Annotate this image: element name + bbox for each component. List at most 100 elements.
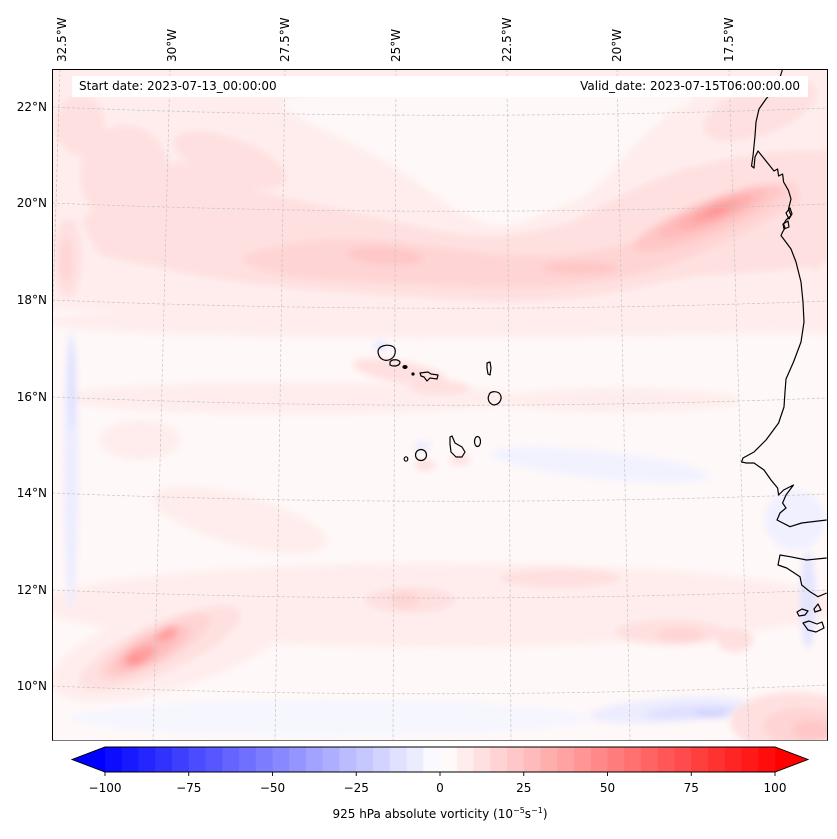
longitude-label: 27.5°W — [278, 17, 292, 62]
island-islet — [411, 372, 415, 376]
africa-coastline — [741, 69, 827, 528]
colorbar-bin — [423, 747, 441, 772]
vorticity-contour-positive — [152, 486, 328, 554]
colorbar-bin — [523, 747, 541, 772]
vorticity-contour-positive — [500, 388, 740, 412]
parallel-gridline — [52, 202, 827, 212]
coastal-island — [782, 220, 790, 230]
colorbar-bin — [590, 747, 608, 772]
colorbar-tick-label: −25 — [344, 781, 369, 795]
vorticity-contour-positive — [60, 382, 520, 414]
colorbar-bin — [406, 747, 424, 772]
island-sao-nicolau — [419, 371, 439, 382]
latitude-label: 20°N — [16, 196, 47, 210]
vorticity-contour-positive — [347, 246, 423, 266]
island-santiago — [449, 435, 466, 458]
colorbar-extend-min — [72, 747, 105, 772]
colorbar-bin — [155, 747, 173, 772]
colorbar-bin — [741, 747, 759, 772]
longitude-label: 17.5°W — [722, 17, 736, 62]
vorticity-contour-positive — [127, 654, 143, 664]
island-fogo — [414, 448, 428, 462]
colorbar-bin — [356, 747, 374, 772]
vorticity-contour-positive — [173, 130, 287, 190]
island-maio — [473, 435, 482, 448]
colorbar-label: 925 hPa absolute vorticity (10−5s−1) — [0, 806, 837, 822]
parallel-gridline — [52, 106, 827, 116]
colorbar-bin — [607, 747, 625, 772]
colorbar-label-text: 925 hPa absolute vorticity (10 — [332, 807, 513, 821]
colorbar-bin — [255, 747, 273, 772]
vorticity-contour-positive — [52, 306, 800, 338]
colorbar-tick-label: 25 — [516, 781, 531, 795]
vorticity-contour-weak — [284, 91, 695, 226]
colorbar-bin — [306, 747, 324, 772]
meridian-gridline — [152, 69, 171, 740]
colorbar-bin — [758, 747, 776, 772]
parallel-gridline — [52, 589, 827, 599]
vorticity-map — [52, 69, 827, 740]
latitude-label: 12°N — [16, 583, 47, 597]
meridian-gridline — [392, 69, 397, 740]
vorticity-contour-negative — [490, 446, 710, 484]
latitude-label: 14°N — [16, 486, 47, 500]
colorbar-bin — [456, 747, 474, 772]
coastal-island — [796, 608, 809, 617]
island-sao-vicente — [389, 359, 401, 367]
latitude-label: 10°N — [16, 679, 47, 693]
colorbar-bin — [490, 747, 508, 772]
coastal-island — [802, 620, 825, 633]
longitude-label: 20°W — [610, 28, 624, 62]
latitude-label: 18°N — [16, 293, 47, 307]
meridian-gridline — [52, 69, 61, 350]
colorbar-tick-label: −75 — [176, 781, 201, 795]
longitude-label: 25°W — [389, 28, 403, 62]
longitude-label: 22.5°W — [500, 17, 514, 62]
vorticity-contour-positive — [415, 459, 435, 471]
parallel-gridline — [52, 299, 827, 309]
colorbar-bin — [674, 747, 692, 772]
coastal-island — [785, 207, 793, 220]
parallel-gridline — [52, 492, 827, 502]
colorbar-tick-label: 75 — [684, 781, 699, 795]
colorbar-tick-label: −100 — [89, 781, 122, 795]
colorbar: −100 −75 −50 −25 0 25 50 75 100 — [70, 746, 810, 795]
colorbar-bin — [473, 747, 491, 772]
colorbar-bin — [724, 747, 742, 772]
vorticity-field — [52, 69, 827, 740]
longitude-label: 30°W — [165, 28, 179, 62]
colorbar-bin — [188, 747, 206, 772]
vorticity-contour-positive — [410, 381, 470, 395]
colorbar-label-close: ) — [542, 807, 548, 821]
colorbar-tick-label: 50 — [600, 781, 615, 795]
colorbar-bin — [322, 747, 340, 772]
colorbar-label-exponent: −1 — [531, 806, 543, 815]
colorbar-bin — [440, 747, 458, 772]
vorticity-contour-positive — [656, 628, 704, 642]
colorbar-label-exponent: −5 — [512, 806, 525, 815]
parallel-gridline — [52, 396, 827, 406]
island-brava — [403, 456, 409, 462]
vorticity-contour-negative — [694, 710, 730, 718]
start-date-label: Start date: 2023-07-13_00:00:00 — [79, 79, 277, 93]
colorbar-bin — [272, 747, 290, 772]
vorticity-contour-positive — [717, 628, 753, 652]
vorticity-contour-positive — [500, 568, 620, 588]
colorbar-bin — [339, 747, 357, 772]
island-sal — [486, 361, 492, 376]
coastline — [377, 69, 827, 633]
coastal-island — [813, 603, 822, 613]
colorbar-label-unit: s — [524, 807, 532, 821]
colorbar-bin — [540, 747, 558, 772]
colorbar-bin — [289, 747, 307, 772]
vorticity-contour-negative — [765, 490, 825, 550]
vorticity-contour-positive — [60, 238, 72, 282]
colorbar-bin — [222, 747, 240, 772]
colorbar-bin — [373, 747, 391, 772]
colorbar-tick-label: −50 — [260, 781, 285, 795]
vorticity-contour-negative — [68, 340, 76, 430]
vorticity-contour-negative — [414, 441, 430, 451]
colorbar-bin — [708, 747, 726, 772]
vorticity-contour-negative — [374, 341, 388, 351]
colorbar-extend-max — [775, 747, 808, 772]
